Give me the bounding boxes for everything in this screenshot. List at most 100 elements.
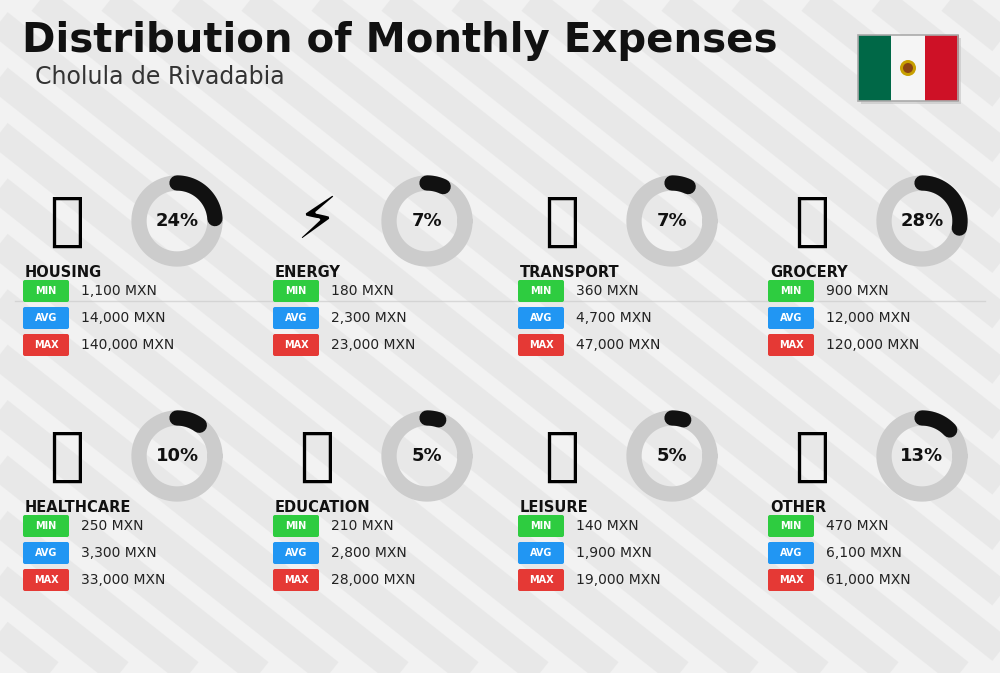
Text: 210 MXN: 210 MXN <box>331 519 394 533</box>
FancyBboxPatch shape <box>273 569 319 591</box>
FancyBboxPatch shape <box>23 334 69 356</box>
Text: MAX: MAX <box>779 340 803 350</box>
Text: GROCERY: GROCERY <box>770 265 848 280</box>
Text: MAX: MAX <box>34 340 58 350</box>
Text: MIN: MIN <box>35 521 57 531</box>
Text: 7%: 7% <box>412 212 442 230</box>
Text: 🏢: 🏢 <box>50 192 84 250</box>
Text: 19,000 MXN: 19,000 MXN <box>576 573 661 587</box>
Text: 180 MXN: 180 MXN <box>331 284 394 298</box>
Text: ENERGY: ENERGY <box>275 265 341 280</box>
Text: 2,800 MXN: 2,800 MXN <box>331 546 407 560</box>
Text: LEISURE: LEISURE <box>520 500 589 515</box>
FancyBboxPatch shape <box>273 280 319 302</box>
Text: 5%: 5% <box>657 447 687 465</box>
FancyBboxPatch shape <box>858 35 891 101</box>
FancyBboxPatch shape <box>768 307 814 329</box>
Text: MAX: MAX <box>529 575 553 585</box>
FancyBboxPatch shape <box>273 515 319 537</box>
FancyBboxPatch shape <box>518 569 564 591</box>
Text: MIN: MIN <box>780 521 802 531</box>
Text: 10%: 10% <box>155 447 199 465</box>
Text: 2,300 MXN: 2,300 MXN <box>331 311 407 325</box>
Text: 🚌: 🚌 <box>544 192 580 250</box>
Text: 🧡: 🧡 <box>50 427 84 485</box>
Text: ⚡: ⚡ <box>296 192 338 250</box>
Text: MAX: MAX <box>284 575 308 585</box>
Text: MAX: MAX <box>34 575 58 585</box>
Text: 1,100 MXN: 1,100 MXN <box>81 284 157 298</box>
Text: 47,000 MXN: 47,000 MXN <box>576 338 660 352</box>
FancyBboxPatch shape <box>768 569 814 591</box>
Text: MIN: MIN <box>530 286 552 296</box>
Text: OTHER: OTHER <box>770 500 826 515</box>
FancyBboxPatch shape <box>518 280 564 302</box>
FancyBboxPatch shape <box>925 35 958 101</box>
Text: AVG: AVG <box>35 548 57 558</box>
Text: 🛒: 🛒 <box>794 192 830 250</box>
Text: 1,900 MXN: 1,900 MXN <box>576 546 652 560</box>
Text: Distribution of Monthly Expenses: Distribution of Monthly Expenses <box>22 21 778 61</box>
Text: 33,000 MXN: 33,000 MXN <box>81 573 165 587</box>
Text: HEALTHCARE: HEALTHCARE <box>25 500 131 515</box>
FancyBboxPatch shape <box>518 542 564 564</box>
Text: AVG: AVG <box>285 313 307 323</box>
Text: MIN: MIN <box>35 286 57 296</box>
Text: AVG: AVG <box>780 313 802 323</box>
Text: 5%: 5% <box>412 447 442 465</box>
Text: 12,000 MXN: 12,000 MXN <box>826 311 910 325</box>
Text: EDUCATION: EDUCATION <box>275 500 371 515</box>
Text: MIN: MIN <box>780 286 802 296</box>
FancyBboxPatch shape <box>768 515 814 537</box>
FancyBboxPatch shape <box>273 334 319 356</box>
Text: 140 MXN: 140 MXN <box>576 519 639 533</box>
FancyBboxPatch shape <box>23 307 69 329</box>
Text: 250 MXN: 250 MXN <box>81 519 144 533</box>
Text: 120,000 MXN: 120,000 MXN <box>826 338 919 352</box>
Text: 24%: 24% <box>155 212 199 230</box>
Text: 360 MXN: 360 MXN <box>576 284 639 298</box>
Text: 61,000 MXN: 61,000 MXN <box>826 573 911 587</box>
FancyBboxPatch shape <box>23 569 69 591</box>
Text: 23,000 MXN: 23,000 MXN <box>331 338 415 352</box>
Text: 28%: 28% <box>900 212 944 230</box>
Text: 🎓: 🎓 <box>300 427 334 485</box>
Text: AVG: AVG <box>780 548 802 558</box>
Circle shape <box>900 60 916 76</box>
Text: 28,000 MXN: 28,000 MXN <box>331 573 416 587</box>
Text: 140,000 MXN: 140,000 MXN <box>81 338 174 352</box>
FancyBboxPatch shape <box>518 334 564 356</box>
Text: MIN: MIN <box>530 521 552 531</box>
Circle shape <box>903 63 913 73</box>
Text: MIN: MIN <box>285 521 307 531</box>
FancyBboxPatch shape <box>23 515 69 537</box>
Text: 6,100 MXN: 6,100 MXN <box>826 546 902 560</box>
Text: MAX: MAX <box>529 340 553 350</box>
FancyBboxPatch shape <box>273 542 319 564</box>
Text: 4,700 MXN: 4,700 MXN <box>576 311 652 325</box>
Text: 13%: 13% <box>900 447 944 465</box>
Text: AVG: AVG <box>285 548 307 558</box>
Text: Cholula de Rivadabia: Cholula de Rivadabia <box>35 65 285 89</box>
FancyBboxPatch shape <box>861 38 961 104</box>
FancyBboxPatch shape <box>273 307 319 329</box>
Text: MIN: MIN <box>285 286 307 296</box>
FancyBboxPatch shape <box>891 35 925 101</box>
Text: 470 MXN: 470 MXN <box>826 519 889 533</box>
FancyBboxPatch shape <box>518 307 564 329</box>
Text: 💰: 💰 <box>794 427 830 485</box>
Text: 🛍: 🛍 <box>544 427 580 485</box>
FancyBboxPatch shape <box>768 542 814 564</box>
Text: 14,000 MXN: 14,000 MXN <box>81 311 166 325</box>
Text: AVG: AVG <box>530 313 552 323</box>
FancyBboxPatch shape <box>768 280 814 302</box>
FancyBboxPatch shape <box>768 334 814 356</box>
Text: 3,300 MXN: 3,300 MXN <box>81 546 157 560</box>
Text: AVG: AVG <box>35 313 57 323</box>
Text: 7%: 7% <box>657 212 687 230</box>
Text: MAX: MAX <box>779 575 803 585</box>
FancyBboxPatch shape <box>23 280 69 302</box>
Text: 900 MXN: 900 MXN <box>826 284 889 298</box>
Text: TRANSPORT: TRANSPORT <box>520 265 620 280</box>
Text: AVG: AVG <box>530 548 552 558</box>
